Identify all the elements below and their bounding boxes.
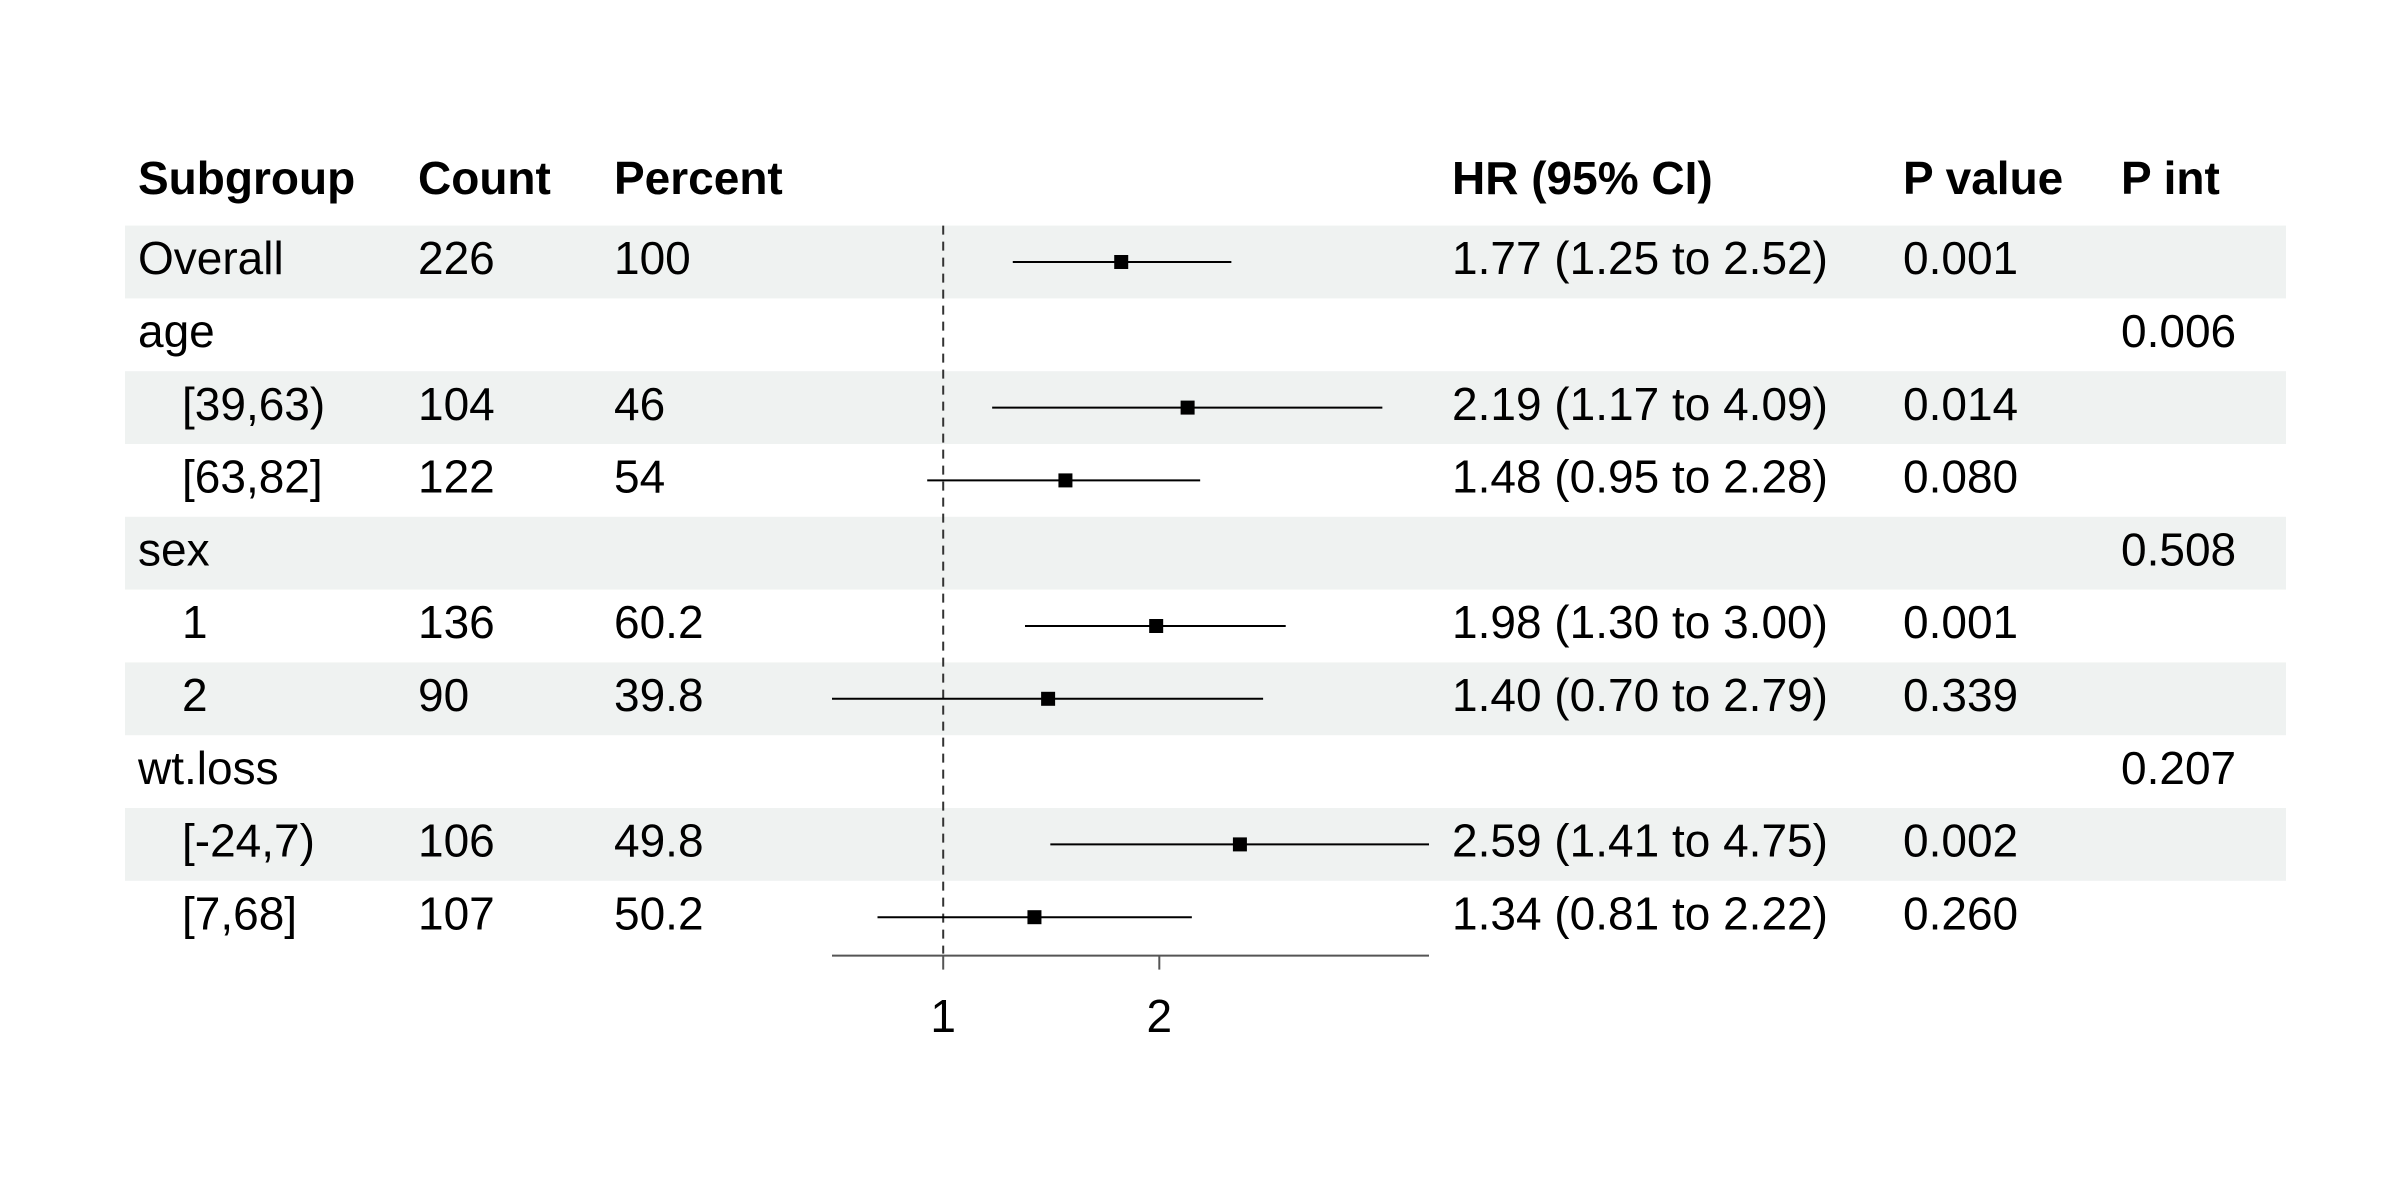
hr-point [1041,691,1056,706]
subgroup-label: [39,63) [182,378,325,430]
x-tick-label: 1 [930,990,956,1042]
p-int: 0.006 [2121,305,2236,357]
p-int: 0.508 [2121,523,2236,575]
hr-point [1180,400,1195,415]
column-header: Percent [614,152,783,204]
hr-point [1149,619,1164,633]
p-value: 0.339 [1903,669,2018,721]
subgroup-label: Overall [138,232,284,284]
row-stripe [125,516,2286,590]
hr-point [1114,255,1129,269]
column-header: Count [418,152,551,204]
x-tick-label: 2 [1147,990,1173,1042]
hr-ci: 1.77 (1.25 to 2.52) [1452,232,1828,284]
p-value: 0.001 [1903,596,2018,648]
subgroup-label: 2 [182,669,208,721]
column-header: P int [2121,152,2220,204]
p-value: 0.002 [1903,815,2018,867]
count: 106 [418,815,495,867]
p-value: 0.014 [1903,378,2018,430]
hr-ci: 1.40 (0.70 to 2.79) [1452,669,1828,721]
subgroup-label: 1 [182,596,208,648]
subgroup-label: age [138,305,215,357]
percent: 60.2 [614,596,704,648]
percent: 50.2 [614,887,704,939]
count: 90 [418,669,469,721]
hr-ci: 1.98 (1.30 to 3.00) [1452,596,1828,648]
count: 107 [418,887,495,939]
percent: 49.8 [614,815,704,867]
hr-ci: 1.34 (0.81 to 2.22) [1452,887,1828,939]
subgroup-label: [-24,7) [182,815,315,867]
count: 226 [418,232,495,284]
p-int: 0.207 [2121,742,2236,794]
count: 104 [418,378,495,430]
percent: 46 [614,378,665,430]
hr-point [1027,910,1042,925]
column-header: HR (95% CI) [1452,152,1713,204]
percent: 100 [614,232,691,284]
percent: 54 [614,451,665,503]
hr-ci: 1.48 (0.95 to 2.28) [1452,451,1828,503]
hr-point [1058,473,1073,488]
subgroup-label: [7,68] [182,887,297,939]
p-value: 0.260 [1903,887,2018,939]
count: 122 [418,451,495,503]
count: 136 [418,596,495,648]
column-header: P value [1903,152,2063,204]
p-value: 0.001 [1903,232,2018,284]
subgroup-label: wt.loss [137,742,279,794]
subgroup-label: sex [138,523,210,575]
subgroup-label: [63,82] [182,451,323,503]
hr-point [1232,837,1247,852]
percent: 39.8 [614,669,704,721]
p-value: 0.080 [1903,451,2018,503]
hr-ci: 2.59 (1.41 to 4.75) [1452,815,1828,867]
hr-ci: 2.19 (1.17 to 4.09) [1452,378,1828,430]
column-header: Subgroup [138,152,355,204]
